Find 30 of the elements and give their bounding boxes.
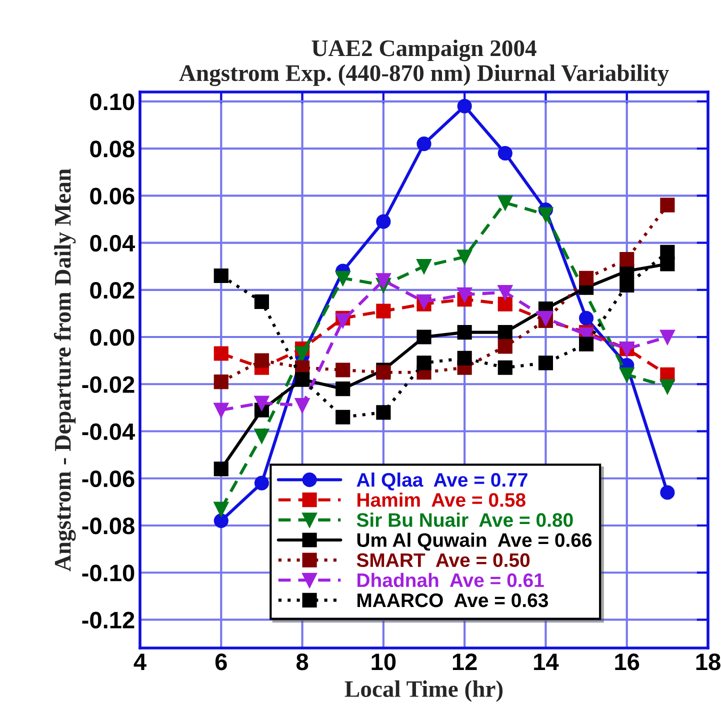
y-tick-label: 0.06 xyxy=(90,188,134,204)
x-tick-label: 8 xyxy=(296,653,308,670)
y-tick-label: -0.10 xyxy=(82,564,134,582)
legend-label: SMART Ave = 0.50 xyxy=(356,553,530,568)
legend-label: Al Qlaa Ave = 0.77 xyxy=(356,472,528,490)
y-tick-label: -0.12 xyxy=(82,612,134,629)
y-tick-label: -0.06 xyxy=(82,470,134,488)
x-tick-label: 10 xyxy=(372,653,396,670)
legend-label: Um Al Quwain Ave = 0.66 xyxy=(357,532,592,551)
legend-label: Dhadnah Ave = 0.61 xyxy=(358,572,544,588)
y-tick-label: 0.00 xyxy=(90,329,134,346)
y-tick-label: 0.04 xyxy=(90,234,136,252)
x-tick-label: 6 xyxy=(215,653,227,670)
y-tick-label: 0.08 xyxy=(90,140,134,158)
y-tick-label: 0.10 xyxy=(90,93,134,110)
y-tick-label: -0.02 xyxy=(82,376,134,393)
x-tick-label: 16 xyxy=(615,653,640,670)
y-tick-label: 0.02 xyxy=(90,282,134,299)
x-axis-title: Local Time (hr) xyxy=(344,680,503,702)
legend-label: Sir Bu Nuair Ave = 0.80 xyxy=(356,512,573,527)
y-tick-label: -0.08 xyxy=(82,518,134,534)
legend-label: MAARCO Ave = 0.63 xyxy=(358,593,548,608)
x-tick-label: 14 xyxy=(534,654,559,670)
chart-title: UAE2 Campaign 2004 Angstrom Exp. (440-870 nm) Diurnal Variability xyxy=(179,40,669,86)
x-tick-label: 18 xyxy=(696,653,720,670)
legend-label: Hamim Ave = 0.58 xyxy=(358,492,526,507)
y-axis-title: Angstrom - Departure from Daily Mean xyxy=(54,168,76,572)
x-tick-label: 12 xyxy=(452,653,477,670)
y-tick-label: -0.04 xyxy=(82,423,136,440)
x-tick-label: 4 xyxy=(134,654,146,670)
